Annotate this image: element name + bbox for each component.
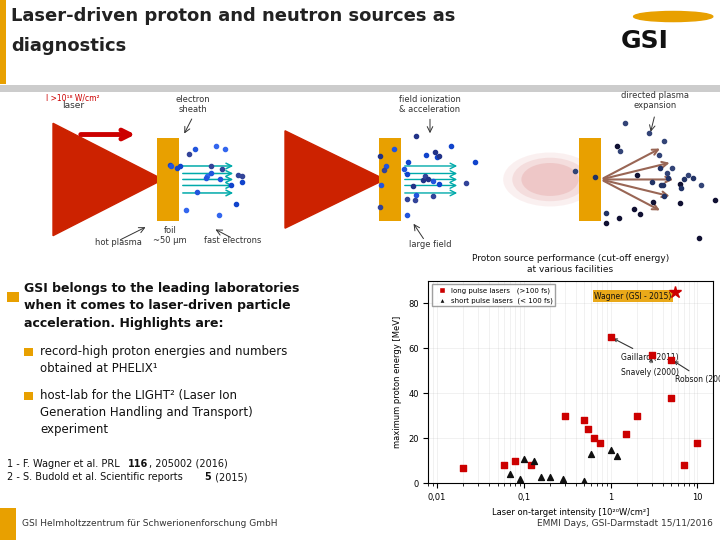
Point — [692, 438, 703, 447]
Point — [631, 411, 642, 420]
Bar — [7, 292, 19, 302]
Text: record-high proton energies and numbers
obtained at PHELIX¹: record-high proton energies and numbers … — [40, 345, 287, 375]
Point — [510, 456, 521, 465]
Text: (2015): (2015) — [212, 472, 248, 482]
Point — [665, 355, 677, 364]
Text: 116: 116 — [128, 458, 148, 469]
Legend: long pulse lasers   (>100 fs), short pulse lasers  (< 100 fs): long pulse lasers (>100 fs), short pulse… — [432, 284, 555, 306]
Y-axis label: maximum proton energy [MeV]: maximum proton energy [MeV] — [394, 316, 402, 448]
Point — [647, 351, 658, 360]
Polygon shape — [285, 131, 385, 228]
Point — [559, 411, 571, 420]
Point — [557, 475, 568, 483]
Text: Robson (2007): Robson (2007) — [675, 362, 720, 384]
Polygon shape — [53, 123, 163, 235]
Text: GSI: GSI — [621, 29, 668, 53]
Bar — [0, 85, 720, 92]
Point — [579, 477, 590, 485]
Text: EMMI Days, GSI-Darmstadt 15/11/2016: EMMI Days, GSI-Darmstadt 15/11/2016 — [537, 519, 713, 528]
Point — [544, 472, 556, 481]
Text: fast electrons: fast electrons — [204, 236, 261, 245]
Text: Wagner (GSI - 2015): Wagner (GSI - 2015) — [594, 292, 672, 301]
Ellipse shape — [513, 158, 588, 201]
Text: , 205002 (2016): , 205002 (2016) — [149, 458, 228, 469]
Point — [536, 472, 547, 481]
Point — [579, 416, 590, 424]
Text: foil
~50 μm: foil ~50 μm — [153, 226, 186, 245]
Point — [514, 475, 526, 483]
Circle shape — [634, 11, 713, 22]
Point — [588, 434, 600, 443]
Text: hot plasma: hot plasma — [94, 239, 141, 247]
Text: 2 - S. Budold et al. Scientific reports: 2 - S. Budold et al. Scientific reports — [7, 472, 186, 482]
Text: GSI Helmholtzzentrum für Schwerionenforschung GmbH: GSI Helmholtzzentrum für Schwerionenfors… — [22, 519, 277, 528]
Point — [505, 470, 516, 478]
Bar — [157, 138, 179, 221]
Bar — [579, 138, 601, 221]
Point — [665, 394, 677, 402]
Bar — [24, 348, 32, 356]
Point — [582, 425, 594, 434]
X-axis label: Laser on-target intensity [10²⁰W/cm²]: Laser on-target intensity [10²⁰W/cm²] — [492, 508, 649, 517]
Point — [585, 450, 597, 458]
Text: laser: laser — [62, 102, 84, 110]
Text: electron
sheath: electron sheath — [176, 94, 210, 114]
Text: Gaillard (2011): Gaillard (2011) — [614, 339, 678, 362]
Point — [612, 452, 624, 461]
Ellipse shape — [521, 163, 579, 196]
Text: GSI belongs to the leading laboratories
when it comes to laser-driven particle
a: GSI belongs to the leading laboratories … — [24, 282, 299, 330]
Point — [594, 438, 606, 447]
Bar — [0, 0, 6, 84]
Point — [678, 461, 690, 470]
Text: large field: large field — [409, 240, 451, 249]
Text: 1 - F. Wagner et al. PRL: 1 - F. Wagner et al. PRL — [7, 458, 123, 469]
Point — [499, 461, 510, 470]
Bar — [0, 508, 16, 540]
Text: Proton source performance (cut-off energy)
at various facilities: Proton source performance (cut-off energ… — [472, 253, 669, 274]
Point — [518, 454, 529, 463]
Point — [620, 429, 631, 438]
Text: field ionization
& acceleration: field ionization & acceleration — [399, 94, 461, 114]
Point — [457, 463, 469, 472]
Point — [525, 461, 536, 470]
Text: Laser-driven proton and neutron sources as: Laser-driven proton and neutron sources … — [11, 8, 455, 25]
Text: diagnostics: diagnostics — [11, 37, 126, 55]
Text: host-lab for the LIGHT² (Laser Ion
Generation Handling and Transport)
experiment: host-lab for the LIGHT² (Laser Ion Gener… — [40, 389, 253, 436]
Ellipse shape — [503, 152, 597, 206]
Text: I >10¹⁸ W/cm²: I >10¹⁸ W/cm² — [46, 93, 100, 102]
Bar — [379, 138, 401, 221]
Point — [528, 456, 539, 465]
Point — [605, 445, 616, 454]
Text: Snavely (2000): Snavely (2000) — [621, 359, 678, 377]
Text: 5: 5 — [204, 472, 211, 482]
Point — [605, 333, 616, 341]
Text: directed plasma
expansion: directed plasma expansion — [621, 91, 689, 110]
Bar — [24, 392, 32, 400]
